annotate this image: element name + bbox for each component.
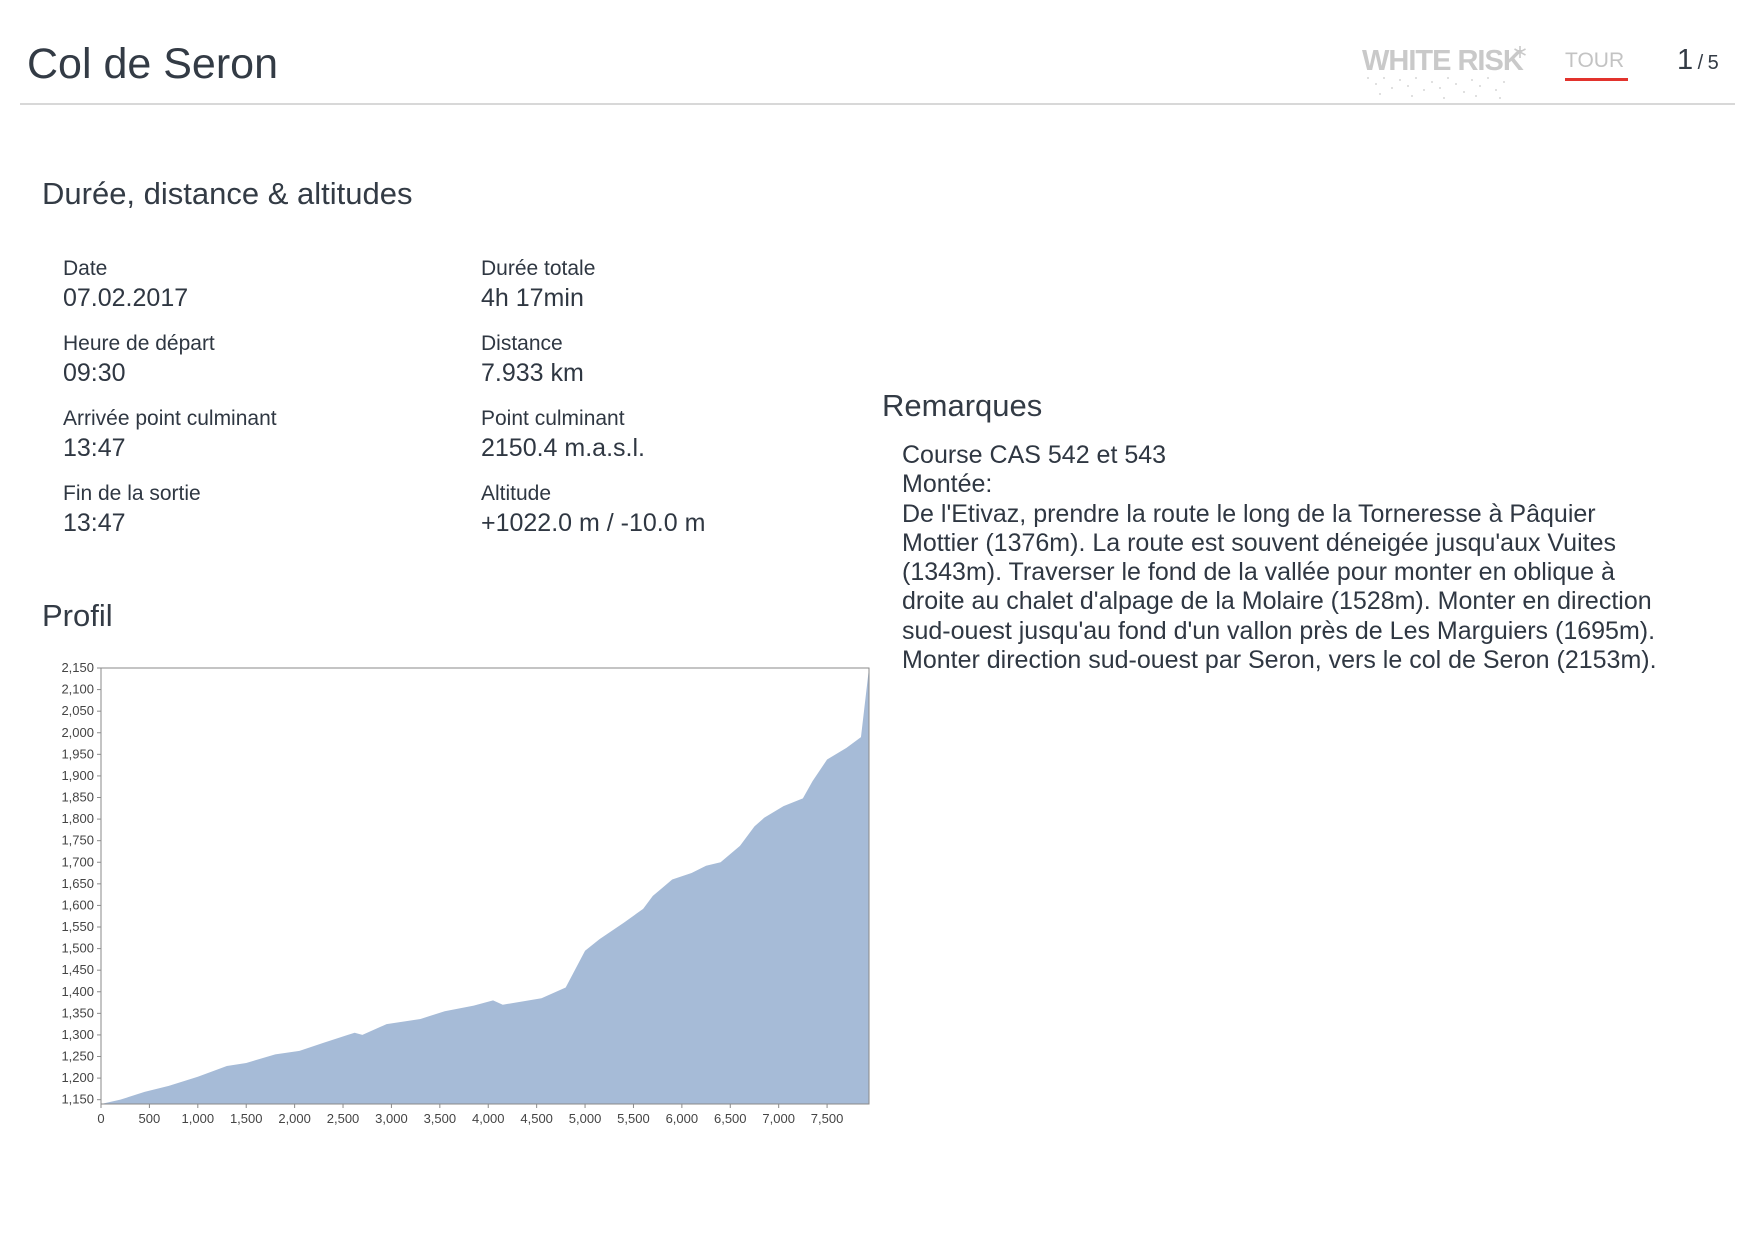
y-tick-label: 1,400: [61, 984, 94, 999]
y-tick-label: 1,500: [61, 941, 94, 956]
page-total: 5: [1707, 52, 1719, 74]
stat-label: Fin de la sortie: [63, 482, 201, 505]
stat-value: 13:47: [63, 434, 126, 462]
remarks-text: Course CAS 542 et 543 Montée: De l'Etiva…: [902, 441, 1662, 675]
y-tick-label: 2,150: [61, 660, 94, 675]
stat-start-time: Heure de départ 09:30: [63, 332, 215, 388]
stat-value: +1022.0 m / -10.0 m: [481, 509, 706, 537]
y-tick-label: 1,450: [61, 962, 94, 977]
stat-value: 07.02.2017: [63, 284, 189, 312]
y-tick-label: 2,000: [61, 725, 94, 740]
y-tick-label: 1,300: [61, 1027, 94, 1042]
x-tick-label: 2,000: [278, 1111, 311, 1126]
stat-label: Distance: [481, 332, 563, 355]
snowflake-icon: [1514, 46, 1526, 58]
stat-label: Durée totale: [481, 257, 596, 280]
header-divider: [20, 103, 1735, 105]
y-tick-label: 1,950: [61, 746, 94, 761]
y-tick-label: 1,750: [61, 833, 94, 848]
y-tick-label: 1,600: [61, 897, 94, 912]
y-tick-label: 1,550: [61, 919, 94, 934]
x-tick-label: 2,500: [327, 1111, 360, 1126]
y-tick-label: 1,150: [61, 1092, 94, 1107]
stat-end-time: Fin de la sortie 13:47: [63, 482, 201, 538]
stat-label: Altitude: [481, 482, 552, 505]
y-tick-label: 1,250: [61, 1049, 94, 1064]
page-separator: /: [1697, 52, 1704, 74]
elevation-area: [101, 668, 869, 1104]
y-tick-label: 1,850: [61, 790, 94, 805]
x-tick-label: 3,000: [375, 1111, 408, 1126]
stat-total-duration: Durée totale 4h 17min: [481, 257, 595, 313]
page-current: 1: [1677, 44, 1694, 76]
x-tick-label: 1,500: [230, 1111, 263, 1126]
y-tick-label: 1,700: [61, 854, 94, 869]
y-tick-label: 1,900: [61, 768, 94, 783]
stat-summit-arrival: Arrivée point culminant 13:47: [63, 407, 277, 463]
x-tick-label: 5,500: [617, 1111, 650, 1126]
page-indicator: 1 / 5: [1677, 44, 1719, 77]
y-tick-label: 1,200: [61, 1070, 94, 1085]
stat-label: Point culminant: [481, 407, 625, 430]
plot-frame: [100, 667, 870, 1105]
x-tick-label: 7,000: [762, 1111, 795, 1126]
stat-label: Heure de départ: [63, 332, 215, 355]
stat-value: 13:47: [63, 509, 126, 537]
x-tick-label: 5,000: [569, 1111, 602, 1126]
x-tick-label: 6,500: [714, 1111, 747, 1126]
stat-altitude: Altitude +1022.0 m / -10.0 m: [481, 482, 705, 538]
x-tick-label: 0: [97, 1111, 104, 1126]
y-tick-label: 1,650: [61, 876, 94, 891]
stats-section-title: Durée, distance & altitudes: [42, 176, 413, 211]
x-tick-label: 500: [139, 1111, 161, 1126]
page-title: Col de Seron: [27, 40, 278, 88]
stat-value: 09:30: [63, 359, 126, 387]
x-tick-label: 6,000: [666, 1111, 699, 1126]
y-tick-label: 2,100: [61, 682, 94, 697]
stat-distance: Distance 7.933 km: [481, 332, 584, 388]
remarks-line: De l'Etivaz, prendre la route le long de…: [902, 499, 1657, 675]
stat-summit: Point culminant 2150.4 m.a.s.l.: [481, 407, 645, 463]
x-tick-label: 3,500: [424, 1111, 457, 1126]
elevation-profile-chart: 1,150 1,200 1,250 1,300 1,350 1,400 1,450 1,500…: [61, 660, 870, 1126]
remarks-line: Course CAS 542 et 543: [902, 441, 1167, 469]
x-tick-label: 4,000: [472, 1111, 505, 1126]
profile-section-title: Profil: [42, 598, 113, 633]
logo-text: WHITE RISK: [1362, 45, 1524, 77]
white-risk-logo: WHITE RISK: [1362, 45, 1526, 99]
remarks-section-title: Remarques: [882, 388, 1043, 423]
x-tick-label: 1,000: [182, 1111, 215, 1126]
stat-label: Arrivée point culminant: [63, 407, 277, 430]
falling-snow-dots: [1367, 77, 1505, 99]
x-tick-label: 7,500: [811, 1111, 844, 1126]
remarks-line: Montée:: [902, 470, 993, 499]
stat-value: 2150.4 m.a.s.l.: [481, 434, 645, 462]
stat-value: 7.933 km: [481, 359, 584, 387]
y-tick-label: 2,050: [61, 703, 94, 718]
stat-date: Date 07.02.2017: [63, 257, 188, 313]
stat-label: Date: [63, 257, 108, 280]
y-tick-label: 1,800: [61, 811, 94, 826]
y-tick-label: 1,350: [61, 1005, 94, 1020]
tour-link[interactable]: TOUR: [1565, 49, 1629, 81]
stat-value: 4h 17min: [481, 284, 584, 312]
x-tick-label: 4,500: [520, 1111, 553, 1126]
